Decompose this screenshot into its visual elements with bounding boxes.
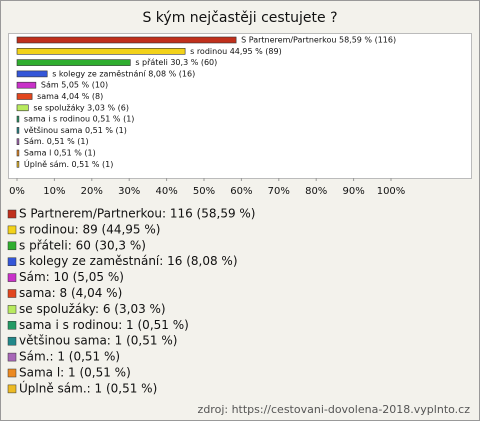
- bar: [16, 59, 131, 66]
- source: zdroj: https://cestovani-dovolena-2018.v…: [198, 403, 471, 416]
- legend-label: Sama l: 1 (0,51 %): [19, 366, 131, 380]
- x-tick-label: 50%: [193, 186, 215, 197]
- bar: [16, 104, 29, 112]
- bar: [16, 70, 48, 78]
- legend-label: S Partnerem/Partnerkou: 116 (58,59 %): [19, 207, 255, 221]
- legend-swatch: [7, 384, 17, 394]
- legend-swatch: [7, 305, 17, 314]
- bar: [16, 81, 37, 89]
- legend-swatch: [7, 368, 17, 378]
- legend-label: se spolužáky: 6 (3,03 %): [19, 302, 166, 316]
- bar-label: sama i s rodinou 0,51 % (1): [24, 115, 135, 124]
- bar: [16, 127, 20, 134]
- bar-label: Sám. 0,51 % (1): [24, 137, 89, 146]
- legend-label: sama i s rodinou: 1 (0,51 %): [19, 318, 189, 332]
- bar: [16, 47, 186, 55]
- legend-swatch: [7, 289, 17, 298]
- x-tick-label: 30%: [118, 186, 140, 197]
- x-tick-label: 10%: [43, 186, 65, 197]
- bar: [16, 161, 20, 168]
- legend-swatch: [7, 273, 17, 282]
- legend-swatch: [7, 209, 17, 219]
- x-tick-label: 60%: [230, 186, 252, 197]
- legend-swatch: [7, 321, 17, 330]
- chart-title: S kým nejčastěji cestujete ?: [142, 10, 337, 26]
- bar-label: s přáteli 30,3 % (60): [135, 58, 217, 67]
- legend-label: s rodinou: 89 (44,95 %): [19, 222, 160, 236]
- bar: [16, 36, 237, 44]
- legend-label: většinou sama: 1 (0,51 %): [19, 334, 177, 348]
- legend-swatch: [7, 241, 17, 251]
- legend-swatch: [7, 336, 17, 346]
- bar-label: sama 4,04 % (8): [37, 92, 103, 101]
- bar: [16, 138, 20, 145]
- legend-label: sama: 8 (4,04 %): [19, 286, 122, 300]
- x-tick-label: 80%: [305, 186, 327, 197]
- x-tick-label: 0%: [9, 186, 25, 197]
- bar-label: S Partnerem/Partnerkou 58,59 % (116): [241, 36, 396, 45]
- legend-label: s přáteli: 60 (30,3 %): [19, 238, 146, 252]
- x-tick-label: 40%: [155, 186, 177, 197]
- bar-label: s rodinou 44,95 % (89): [190, 47, 282, 56]
- bar-label: s kolegy ze zaměstnání 8,08 % (16): [52, 69, 195, 78]
- x-tick-label: 20%: [81, 186, 103, 197]
- plot-frame: [8, 33, 472, 179]
- legend-swatch: [7, 352, 17, 362]
- bar-label: většinou sama 0,51 % (1): [24, 125, 127, 135]
- bar-label: Sama l 0,51 % (1): [24, 149, 96, 158]
- legend-swatch: [7, 225, 17, 235]
- legend-label: Úplně sám.: 1 (0,51 %): [19, 380, 157, 395]
- bar-label: Sám 5,05 % (10): [41, 81, 108, 90]
- bar-label: se spolužáky 3,03 % (6): [33, 103, 129, 112]
- bar: [16, 115, 20, 123]
- x-tick-label: 70%: [268, 186, 290, 197]
- legend-label: s kolegy ze zaměstnání: 16 (8,08 %): [19, 254, 238, 268]
- bar: [16, 93, 33, 100]
- x-tick-label: 90%: [342, 186, 364, 197]
- legend-label: Sám.: 1 (0,51 %): [19, 350, 120, 364]
- bar-label: Úplně sám. 0,51 % (1): [24, 158, 113, 169]
- legend-swatch: [7, 257, 17, 266]
- legend-label: Sám: 10 (5,05 %): [19, 270, 124, 284]
- x-tick-label: 100%: [377, 186, 406, 197]
- bar: [16, 149, 20, 157]
